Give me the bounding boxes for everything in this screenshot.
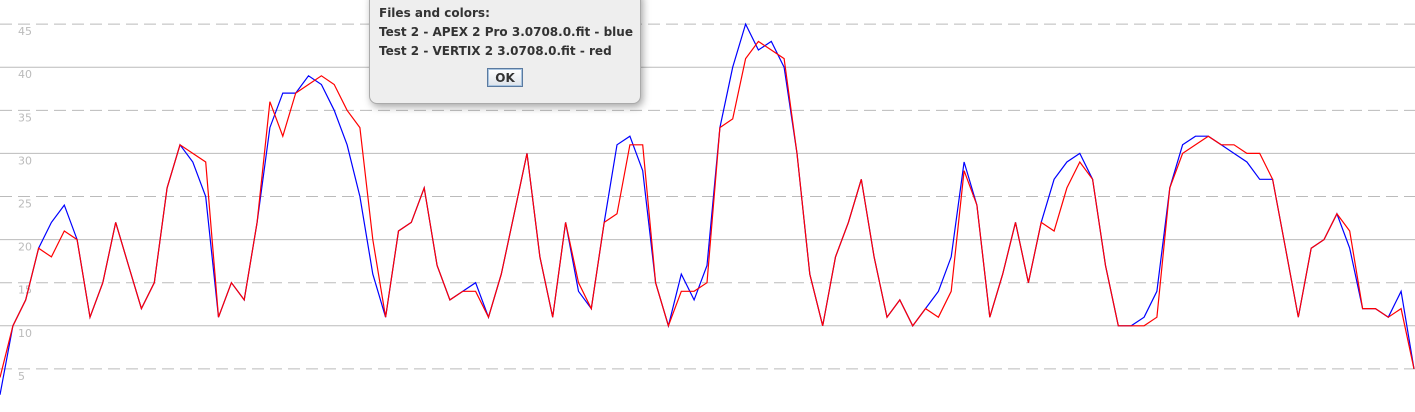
y-tick-label: 5	[18, 370, 25, 383]
y-tick-label: 25	[18, 198, 32, 211]
series-line	[0, 40, 1415, 378]
y-tick-label: 20	[18, 241, 32, 254]
dialog-line: Test 2 - VERTIX 2 3.0708.0.fit - red	[379, 44, 612, 58]
y-tick-label: 35	[18, 111, 32, 124]
y-tick-label: 15	[18, 284, 32, 297]
y-tick-label: 45	[18, 25, 32, 38]
y-tick-label: 10	[18, 327, 32, 340]
ok-button[interactable]: OK	[487, 68, 523, 87]
y-tick-label: 30	[18, 154, 32, 167]
dialog-heading: Files and colors:	[379, 6, 490, 20]
dialog: Files and colors: Test 2 - APEX 2 Pro 3.…	[369, 0, 641, 104]
series-line	[0, 22, 1415, 395]
y-tick-label: 40	[18, 68, 32, 81]
dialog-line: Test 2 - APEX 2 Pro 3.0708.0.fit - blue	[379, 25, 633, 39]
